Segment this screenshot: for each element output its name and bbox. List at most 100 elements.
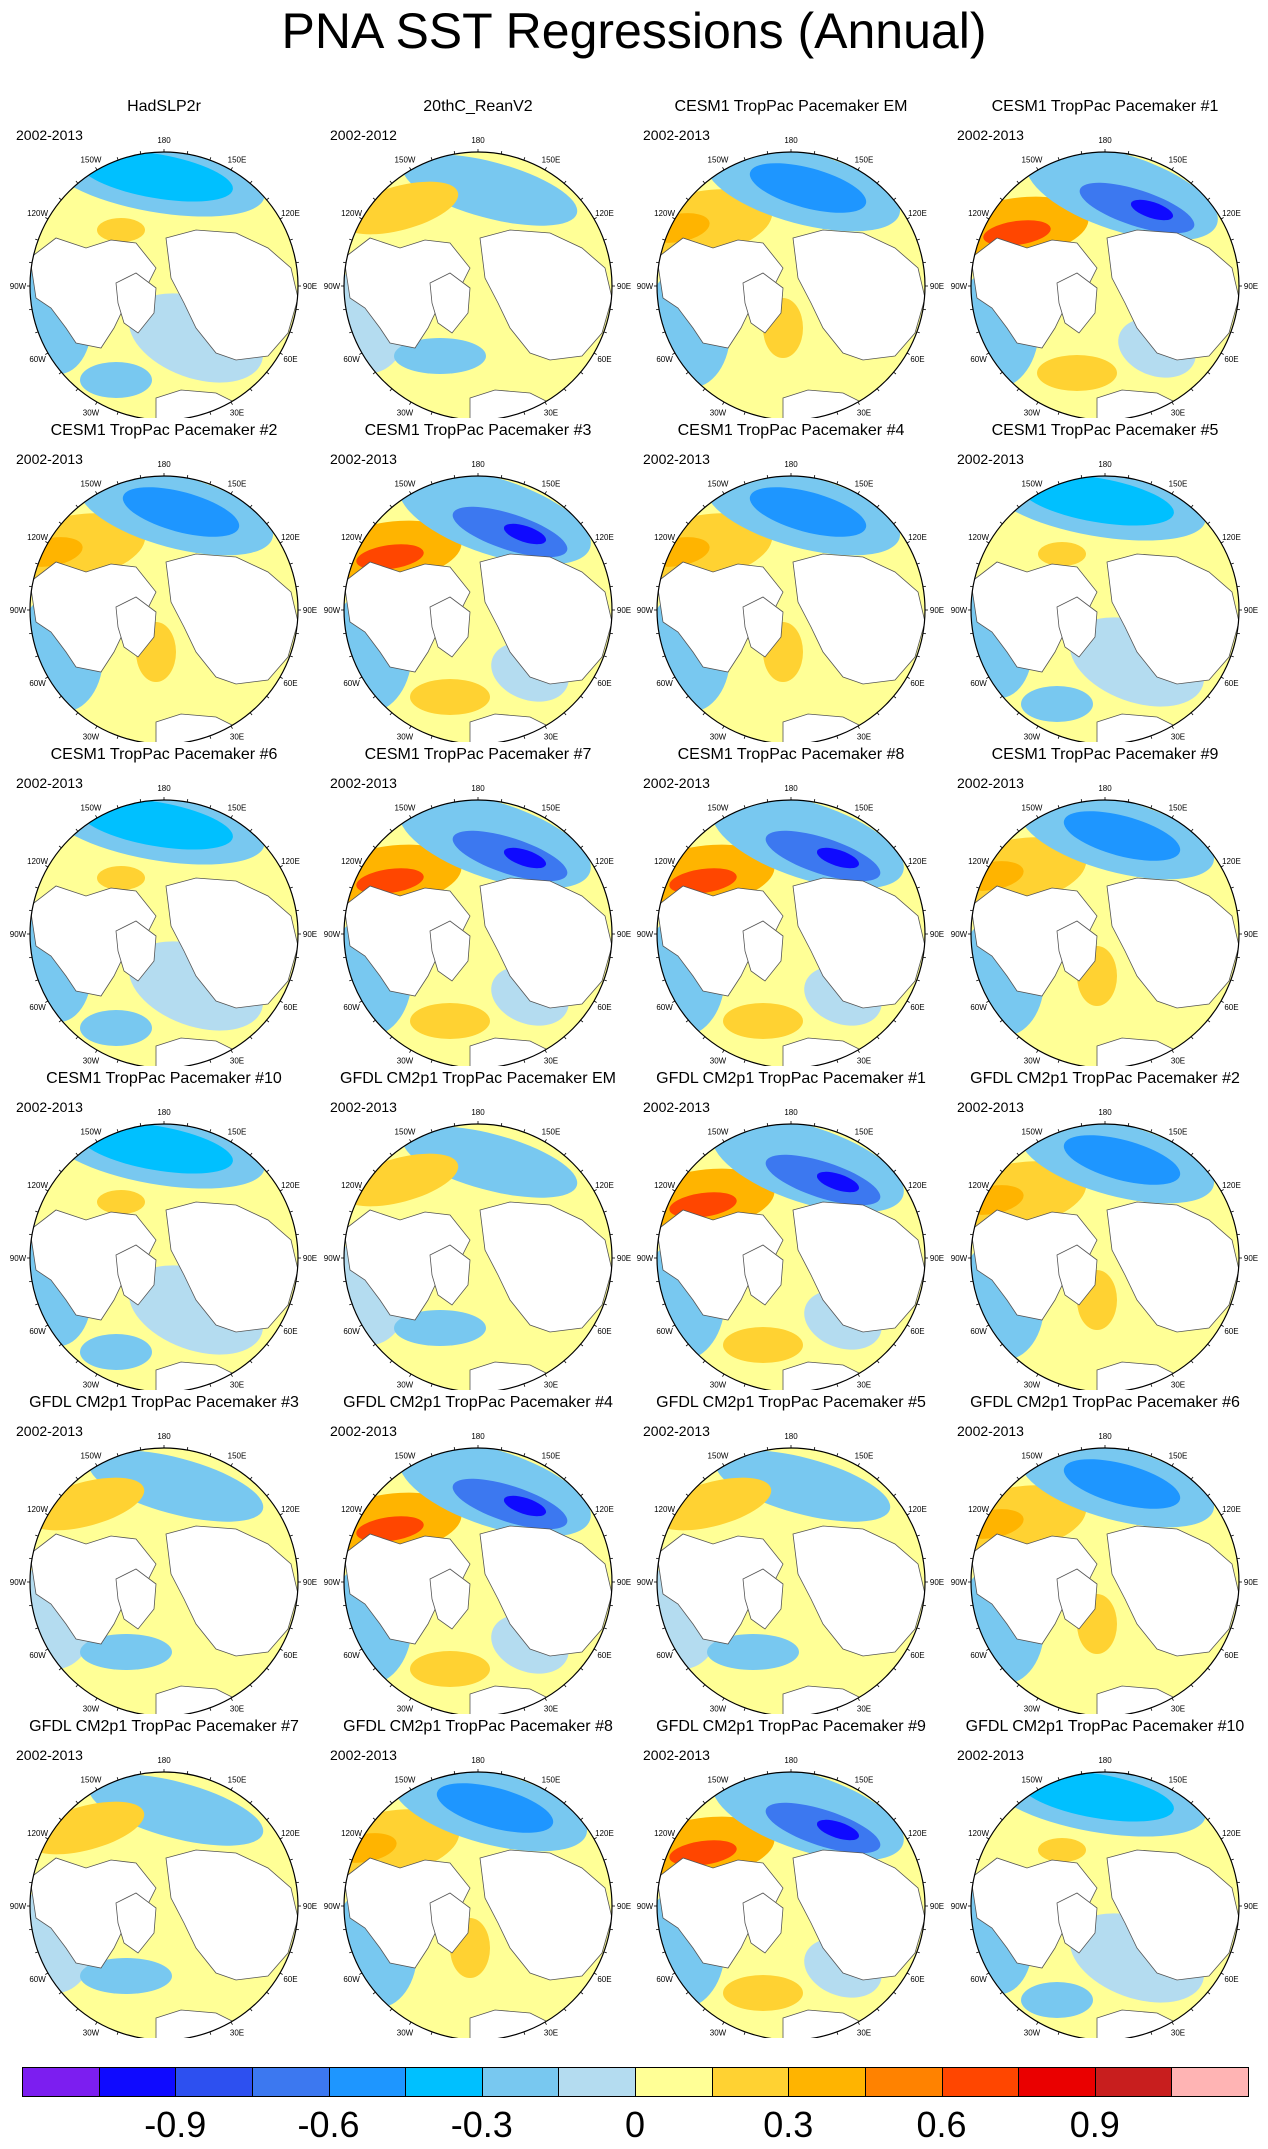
lon-label-right_lower: 60E bbox=[283, 1003, 297, 1012]
lon-label-lower_right: 30E bbox=[544, 2028, 558, 2037]
lon-label-right: 90E bbox=[303, 1254, 317, 1263]
colorbar-box bbox=[251, 2067, 330, 2097]
polar-map: 180150E120E90E60E30E030W60W90W120W150W bbox=[10, 1108, 317, 1390]
map-panel: 180150E120E90E60E30E030W60W90W120W150WGF… bbox=[6, 1394, 322, 1714]
lon-label-right_upper: 120E bbox=[281, 857, 300, 866]
lon-label-left: 90W bbox=[10, 1578, 27, 1587]
lon-label-upper_left: 150W bbox=[395, 1128, 416, 1137]
lon-label-upper_right: 150E bbox=[1169, 480, 1188, 489]
map-panel: 180150E120E90E60E30E030W60W90W120W150WGF… bbox=[633, 1394, 949, 1714]
lon-label-left_upper: 120W bbox=[341, 1505, 362, 1514]
polar-map: 180150E120E90E60E30E030W60W90W120W150W bbox=[951, 1108, 1258, 1390]
map-panel: 180150E120E90E60E30E030W60W90W120W150WGF… bbox=[320, 1718, 636, 2038]
colorbar-box bbox=[1171, 2067, 1249, 2097]
lon-label-left: 90W bbox=[324, 1902, 341, 1911]
panel-period: 2002-2013 bbox=[16, 451, 83, 467]
map-panel: 180150E120E90E60E30E030W60W90W120W150WCE… bbox=[320, 422, 636, 742]
lon-label-left_upper: 120W bbox=[968, 1505, 989, 1514]
lon-label-left: 90W bbox=[324, 1254, 341, 1263]
lon-label-left: 90W bbox=[637, 1254, 654, 1263]
lon-label-right_upper: 120E bbox=[281, 1829, 300, 1838]
lon-label-upper_right: 150E bbox=[228, 1776, 247, 1785]
lon-label-lower_right: 30E bbox=[857, 2028, 871, 2037]
lon-label-top: 180 bbox=[784, 136, 798, 145]
lon-label-right: 90E bbox=[303, 1578, 317, 1587]
lon-label-right_lower: 60E bbox=[1224, 1327, 1238, 1336]
lon-label-lower_right: 30E bbox=[857, 1380, 871, 1389]
lon-label-lower_left: 30W bbox=[397, 2028, 414, 2037]
lon-label-upper_right: 150E bbox=[228, 1452, 247, 1461]
lon-label-right_lower: 60E bbox=[910, 355, 924, 364]
lon-label-right_upper: 120E bbox=[1222, 857, 1241, 866]
map-panel: 180150E120E90E60E30E030W60W90W120W150WGF… bbox=[633, 1718, 949, 2038]
map-panel: 180150E120E90E60E30E030W60W90W120W150WHa… bbox=[6, 98, 322, 418]
lon-label-lower_right: 30E bbox=[1171, 1380, 1185, 1389]
lon-label-upper_left: 150W bbox=[81, 156, 102, 165]
lon-label-top: 180 bbox=[471, 136, 485, 145]
lon-label-upper_right: 150E bbox=[228, 1128, 247, 1137]
panel-title: CESM1 TropPac Pacemaker #8 bbox=[677, 746, 905, 763]
panel-period: 2002-2013 bbox=[957, 1747, 1024, 1763]
lon-label-left: 90W bbox=[10, 930, 27, 939]
panel-period: 2002-2013 bbox=[330, 451, 397, 467]
lon-label-upper_left: 150W bbox=[708, 1452, 729, 1461]
lon-label-left_lower: 60W bbox=[343, 1003, 360, 1012]
lon-label-right_lower: 60E bbox=[597, 1651, 611, 1660]
lon-label-lower_left: 30W bbox=[397, 408, 414, 417]
lon-label-upper_right: 150E bbox=[1169, 804, 1188, 813]
lon-label-left_upper: 120W bbox=[341, 1181, 362, 1190]
panel-title: GFDL CM2p1 TropPac Pacemaker #9 bbox=[656, 1718, 926, 1735]
lon-label-left: 90W bbox=[10, 1254, 27, 1263]
polar-map: 180150E120E90E60E30E030W60W90W120W150W bbox=[951, 136, 1258, 418]
lon-label-top: 180 bbox=[1098, 1108, 1112, 1117]
lon-label-upper_left: 150W bbox=[395, 480, 416, 489]
lon-label-right: 90E bbox=[930, 1902, 944, 1911]
lon-label-right_upper: 120E bbox=[281, 1505, 300, 1514]
colorbar bbox=[22, 2067, 1249, 2097]
lon-label-right_upper: 120E bbox=[595, 1829, 614, 1838]
lon-label-lower_left: 30W bbox=[83, 1380, 100, 1389]
panel-title: CESM1 TropPac Pacemaker #10 bbox=[46, 1070, 282, 1087]
map-panel: 180150E120E90E60E30E030W60W90W120W150WGF… bbox=[947, 1718, 1263, 2038]
lon-label-upper_right: 150E bbox=[1169, 1452, 1188, 1461]
lon-label-right: 90E bbox=[930, 930, 944, 939]
lon-label-upper_left: 150W bbox=[395, 1452, 416, 1461]
colorbar-tick-label: 0.6 bbox=[916, 2104, 967, 2145]
lon-label-upper_left: 150W bbox=[395, 156, 416, 165]
colorbar-box bbox=[98, 2067, 177, 2097]
lon-label-right: 90E bbox=[1244, 282, 1258, 291]
lon-label-upper_left: 150W bbox=[708, 1776, 729, 1785]
lon-label-lower_left: 30W bbox=[710, 1704, 727, 1713]
lon-label-left_upper: 120W bbox=[27, 1829, 48, 1838]
lon-label-upper_right: 150E bbox=[1169, 1776, 1188, 1785]
lon-label-right_lower: 60E bbox=[1224, 1651, 1238, 1660]
lon-label-right: 90E bbox=[1244, 930, 1258, 939]
map-panel: 180150E120E90E60E30E030W60W90W120W150WCE… bbox=[320, 746, 636, 1066]
lon-label-right_upper: 120E bbox=[595, 857, 614, 866]
polar-map: 180150E120E90E60E30E030W60W90W120W150W bbox=[324, 784, 631, 1066]
lon-label-left_lower: 60W bbox=[656, 355, 673, 364]
lon-label-left_lower: 60W bbox=[970, 355, 987, 364]
polar-map: 180150E120E90E60E30E030W60W90W120W150W bbox=[951, 460, 1258, 742]
map-panel: 180150E120E90E60E30E030W60W90W120W150WGF… bbox=[633, 1070, 949, 1390]
panel-period: 2002-2013 bbox=[643, 451, 710, 467]
lon-label-left_upper: 120W bbox=[654, 1505, 675, 1514]
lon-label-right_upper: 120E bbox=[908, 1505, 927, 1514]
lon-label-right_lower: 60E bbox=[910, 1003, 924, 1012]
colorbar-box bbox=[1018, 2067, 1096, 2097]
colorbar-tick-label: 0.3 bbox=[763, 2104, 814, 2145]
lon-label-right_lower: 60E bbox=[1224, 679, 1238, 688]
lon-label-right_upper: 120E bbox=[281, 209, 300, 218]
lon-label-top: 180 bbox=[1098, 1756, 1112, 1765]
lon-label-left: 90W bbox=[324, 606, 341, 615]
lon-label-left: 90W bbox=[637, 282, 654, 291]
lon-label-right: 90E bbox=[303, 1902, 317, 1911]
lon-label-left_upper: 120W bbox=[654, 533, 675, 542]
lon-label-top: 180 bbox=[784, 460, 798, 469]
lon-label-lower_left: 30W bbox=[397, 732, 414, 741]
lon-label-lower_left: 30W bbox=[83, 408, 100, 417]
colorbar-box bbox=[711, 2067, 790, 2097]
lon-label-upper_right: 150E bbox=[542, 156, 561, 165]
lon-label-left: 90W bbox=[10, 606, 27, 615]
panel-period: 2002-2013 bbox=[643, 1747, 710, 1763]
